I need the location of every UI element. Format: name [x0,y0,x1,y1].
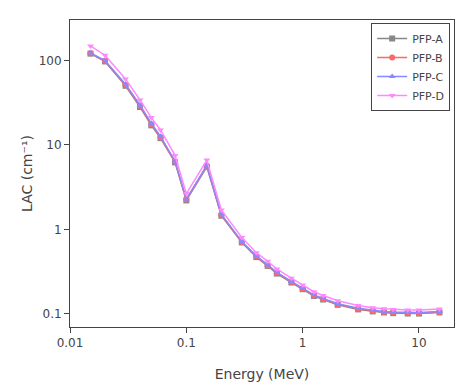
svg-text:PFP-A: PFP-A [412,33,443,46]
svg-text:10: 10 [46,138,61,152]
svg-text:Energy (MeV): Energy (MeV) [215,366,310,382]
svg-text:LAC (cm⁻¹): LAC (cm⁻¹) [19,135,35,212]
svg-text:0.01: 0.01 [57,336,84,350]
svg-text:PFP-B: PFP-B [412,52,442,65]
svg-text:10: 10 [411,336,426,350]
svg-text:0.1: 0.1 [177,336,196,350]
svg-text:PFP-C: PFP-C [412,71,443,84]
svg-text:0.1: 0.1 [43,307,62,321]
svg-text:100: 100 [39,54,62,68]
svg-text:PFP-D: PFP-D [412,90,444,103]
svg-text:1: 1 [54,223,62,237]
svg-text:1: 1 [299,336,307,350]
